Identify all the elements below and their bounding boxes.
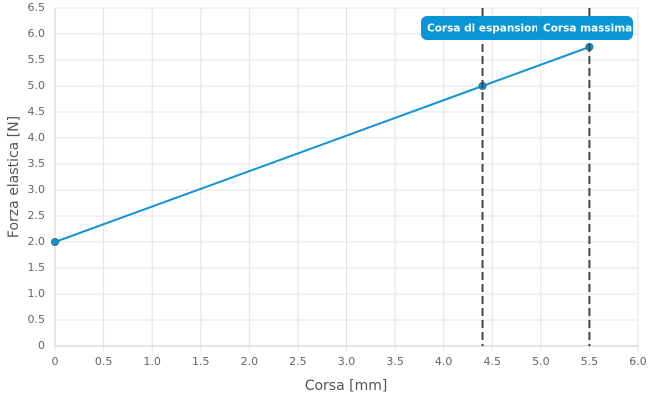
y-tick-label: 3.0 [28,183,46,196]
y-axis-title: Forza elastica [N] [6,116,22,238]
y-tick-label: 2.5 [28,209,46,222]
x-axis-title: Corsa [mm] [305,378,388,394]
y-tick-label: 0.5 [28,313,46,326]
annotation-label: Corsa di espansione [427,23,546,35]
y-tick-label: 4.0 [28,131,46,144]
x-tick-label: 1.0 [143,355,161,368]
x-tick-label: 5.5 [581,355,599,368]
x-tick-label: 0.5 [95,355,113,368]
x-tick-label: 6.0 [629,355,647,368]
series-line [54,46,590,243]
x-tick-label: 2.0 [241,355,259,368]
y-tick-label: 1.0 [28,287,46,300]
x-tick-label: 2.5 [289,355,307,368]
y-tick-label: 6.0 [28,27,46,40]
y-tick-label: 4.5 [28,105,46,118]
annotation-box [421,16,545,40]
x-tick-label: 0 [52,355,59,368]
x-tick-label: 4.0 [435,355,453,368]
y-tick-label: 6.5 [28,1,46,14]
annotation-label: Corsa massima [543,23,632,35]
annotation-box [537,16,633,40]
x-tick-label: 3.5 [386,355,404,368]
y-tick-label: 5.0 [28,79,46,92]
y-tick-label: 0 [38,339,45,352]
x-tick-label: 4.5 [484,355,502,368]
y-tick-label: 1.5 [28,261,46,274]
y-tick-label: 5.5 [28,53,46,66]
point [51,238,59,246]
x-tick-label: 3.0 [338,355,356,368]
y-tick-label: 2.0 [28,235,46,248]
x-tick-label: 5.0 [532,355,550,368]
x-tick-label: 1.5 [192,355,210,368]
y-tick-label: 3.5 [28,157,46,170]
